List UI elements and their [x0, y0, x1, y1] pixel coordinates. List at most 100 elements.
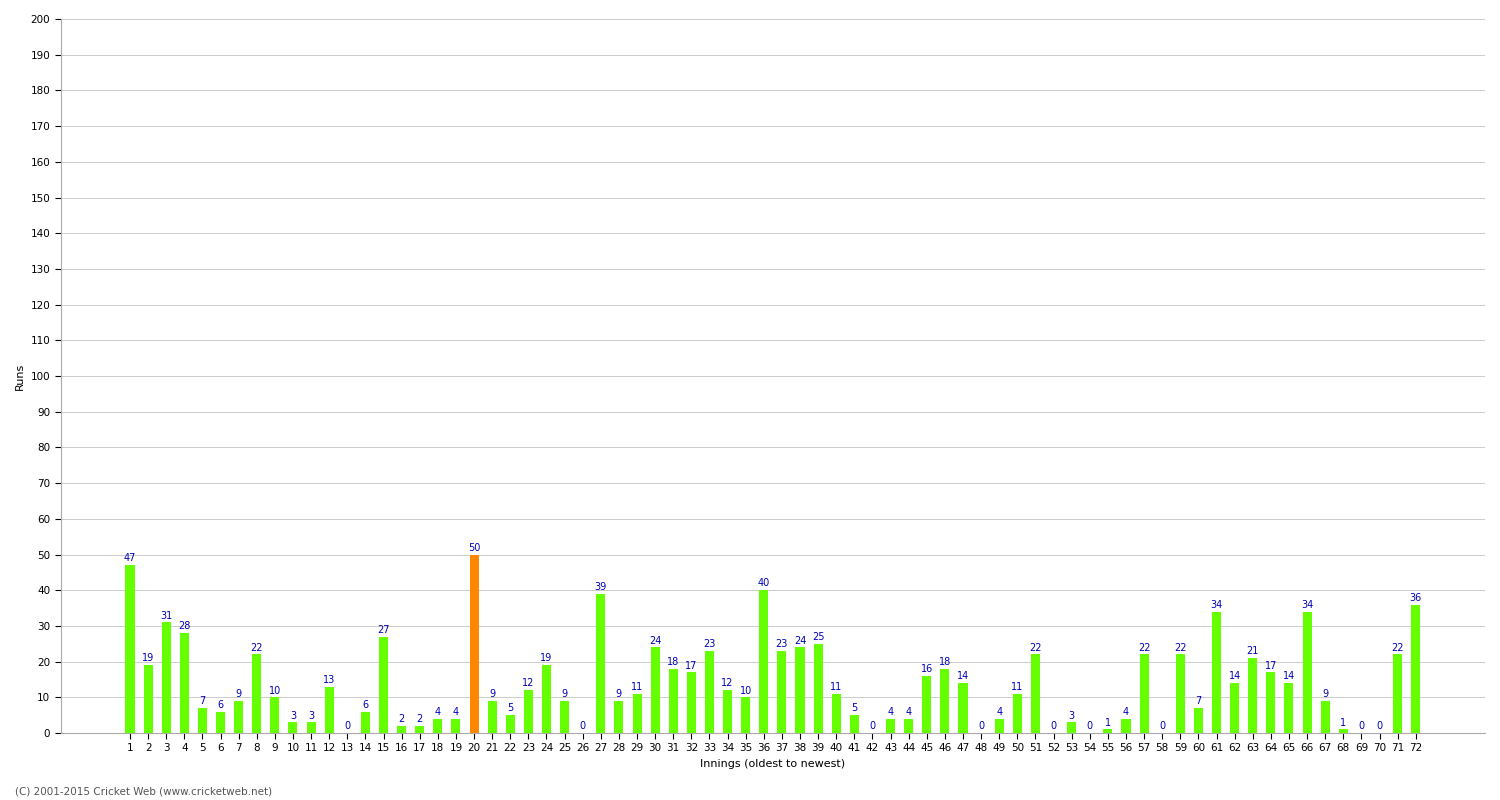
Bar	[398, 726, 406, 733]
Text: 9: 9	[489, 689, 495, 699]
Bar	[904, 718, 914, 733]
Bar	[506, 715, 515, 733]
Bar	[524, 690, 532, 733]
Bar	[741, 698, 750, 733]
Text: 22: 22	[1029, 642, 1041, 653]
Text: 22: 22	[251, 642, 262, 653]
Bar	[687, 672, 696, 733]
Bar	[288, 722, 297, 733]
Bar	[1212, 612, 1221, 733]
Bar	[1140, 654, 1149, 733]
Text: 0: 0	[1050, 722, 1056, 731]
Text: 34: 34	[1300, 600, 1312, 610]
Bar	[597, 594, 606, 733]
Text: 40: 40	[758, 578, 770, 589]
Text: 34: 34	[1210, 600, 1222, 610]
Text: 22: 22	[1138, 642, 1150, 653]
Bar	[433, 718, 442, 733]
Text: 18: 18	[668, 657, 680, 667]
Text: 2: 2	[417, 714, 423, 724]
Bar	[886, 718, 896, 733]
Bar	[1066, 722, 1076, 733]
Bar	[1266, 672, 1275, 733]
Bar	[813, 644, 822, 733]
Text: 9: 9	[561, 689, 567, 699]
Bar	[958, 683, 968, 733]
Text: 47: 47	[124, 554, 136, 563]
Text: 25: 25	[812, 632, 825, 642]
Text: 16: 16	[921, 664, 933, 674]
Bar	[144, 665, 153, 733]
Text: 13: 13	[322, 675, 336, 685]
Bar	[488, 701, 496, 733]
Text: 6: 6	[217, 700, 223, 710]
Text: 1: 1	[1340, 718, 1347, 728]
Text: 5: 5	[850, 703, 858, 714]
Text: 11: 11	[830, 682, 843, 692]
Bar	[1320, 701, 1329, 733]
Bar	[831, 694, 842, 733]
Text: 50: 50	[468, 542, 480, 553]
Bar	[615, 701, 624, 733]
Text: 21: 21	[1246, 646, 1258, 656]
Bar	[470, 554, 478, 733]
Text: 17: 17	[686, 661, 698, 670]
Text: 5: 5	[507, 703, 513, 714]
Bar	[270, 698, 279, 733]
Text: 14: 14	[1282, 671, 1294, 682]
Text: 12: 12	[522, 678, 534, 689]
Text: 0: 0	[344, 722, 351, 731]
Bar	[362, 712, 370, 733]
Text: 14: 14	[957, 671, 969, 682]
Bar	[452, 718, 460, 733]
Bar	[994, 718, 1004, 733]
Text: 0: 0	[1160, 722, 1166, 731]
Text: 27: 27	[378, 625, 390, 635]
Text: 24: 24	[650, 635, 662, 646]
Text: 9: 9	[236, 689, 242, 699]
Bar	[234, 701, 243, 733]
Text: 24: 24	[794, 635, 806, 646]
Bar	[723, 690, 732, 733]
Bar	[216, 712, 225, 733]
Bar	[324, 686, 333, 733]
Bar	[850, 715, 859, 733]
Text: 11: 11	[632, 682, 644, 692]
Bar	[1394, 654, 1402, 733]
Bar	[1030, 654, 1039, 733]
Bar	[380, 637, 388, 733]
Text: 4: 4	[996, 707, 1002, 717]
Text: 22: 22	[1174, 642, 1186, 653]
Bar	[198, 708, 207, 733]
Text: 9: 9	[616, 689, 622, 699]
Bar	[252, 654, 261, 733]
Text: 3: 3	[308, 710, 314, 721]
Text: 39: 39	[594, 582, 608, 592]
Text: 10: 10	[268, 686, 280, 695]
Bar	[1122, 718, 1131, 733]
Text: 4: 4	[1124, 707, 1130, 717]
Text: 22: 22	[1392, 642, 1404, 653]
Bar	[1194, 708, 1203, 733]
Text: 19: 19	[142, 654, 154, 663]
Text: 23: 23	[776, 639, 788, 649]
Bar	[777, 651, 786, 733]
Text: 0: 0	[870, 722, 876, 731]
Bar	[795, 647, 804, 733]
Text: 3: 3	[1068, 710, 1074, 721]
Text: 14: 14	[1228, 671, 1240, 682]
Text: 17: 17	[1264, 661, 1276, 670]
Bar	[633, 694, 642, 733]
Bar	[669, 669, 678, 733]
Bar	[922, 676, 932, 733]
Text: 10: 10	[740, 686, 752, 695]
Text: 0: 0	[1086, 722, 1094, 731]
Bar	[1176, 654, 1185, 733]
Text: 0: 0	[579, 722, 586, 731]
Text: 23: 23	[704, 639, 716, 649]
Text: 1: 1	[1106, 718, 1112, 728]
Text: 0: 0	[1359, 722, 1365, 731]
Bar	[1412, 605, 1420, 733]
Text: 28: 28	[178, 622, 190, 631]
Bar	[162, 622, 171, 733]
